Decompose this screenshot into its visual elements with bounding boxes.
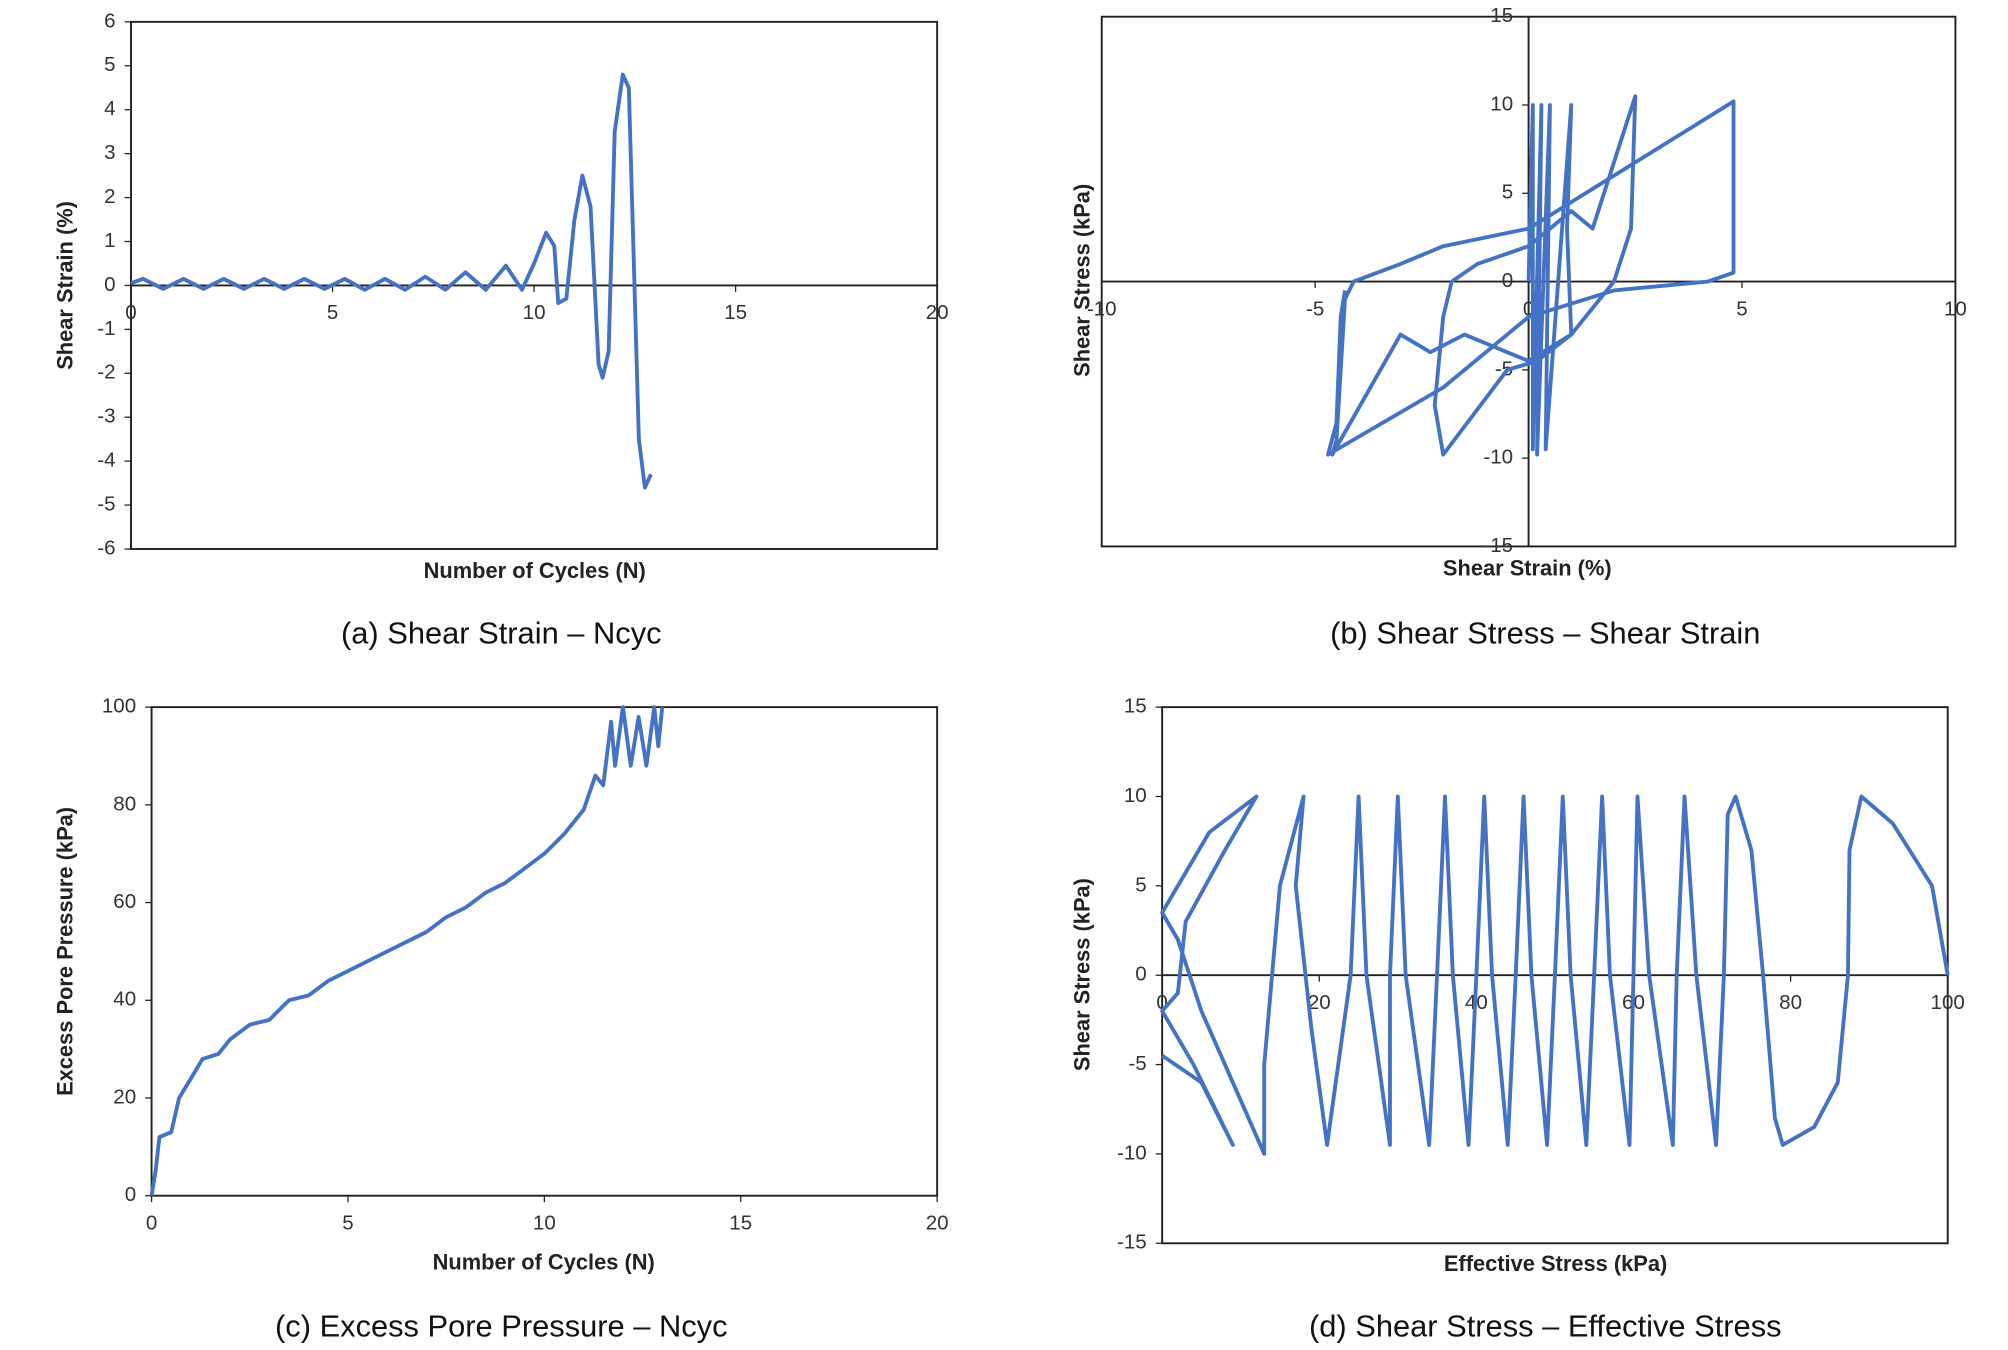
- data-line: [149, 705, 665, 1197]
- y-tick-label: -5: [1128, 1052, 1146, 1075]
- x-axis-title: Effective Stress (kPa): [1444, 1251, 1667, 1276]
- y-axis-title: Shear Stress (kPa): [1069, 878, 1094, 1071]
- y-tick-label: 0: [1135, 963, 1146, 986]
- y-tick-label: 20: [113, 1085, 136, 1108]
- y-axis-title: Shear Stress (kPa): [1069, 184, 1094, 377]
- caption: (a) Shear Strain – Ncyc: [341, 615, 662, 650]
- y-tick-label: -10: [1117, 1141, 1147, 1164]
- y-axis-title: Excess Pore Pressure (kPa): [52, 807, 77, 1096]
- x-tick-label: 5: [327, 301, 338, 324]
- y-tick-label: 0: [125, 1183, 136, 1206]
- y-tick-label: 6: [104, 9, 115, 32]
- y-tick-label: -2: [97, 361, 115, 384]
- x-tick-label: 20: [926, 1211, 949, 1234]
- y-tick-label: 40: [113, 988, 136, 1011]
- y-tick-label: -10: [1483, 446, 1513, 469]
- plot-frame: [150, 706, 939, 1197]
- y-tick-label: 4: [104, 97, 115, 120]
- x-tick-label: 100: [1931, 991, 1965, 1014]
- caption: (b) Shear Stress – Shear Strain: [1330, 615, 1760, 650]
- data-line: [1326, 94, 1736, 457]
- x-tick-label: 10: [1944, 297, 1967, 320]
- x-tick-label: -5: [1306, 297, 1324, 320]
- x-tick-label: 15: [724, 301, 747, 324]
- data-line: [130, 72, 653, 490]
- x-tick-label: 20: [926, 301, 949, 324]
- y-tick-label: -6: [97, 536, 115, 559]
- y-tick-label: 0: [1502, 269, 1513, 292]
- y-tick-label: -5: [97, 493, 115, 516]
- y-tick-label: 60: [113, 890, 136, 913]
- data-line: [1160, 794, 1950, 1156]
- caption: (c) Excess Pore Pressure – Ncyc: [275, 1308, 727, 1343]
- x-tick-label: 0: [146, 1211, 157, 1234]
- y-tick-label: 5: [1135, 873, 1146, 896]
- chart-panel: 0 5 10 15 20 -6 -5 -4 -3 -2 -1 0 1 2 3 4 5 6 Number of Cyc…: [52, 9, 948, 650]
- y-tick-label: 80: [113, 792, 136, 815]
- chart-panel: 0 5 10 15 20 0 20 40 60 80 100 Number of Cycles (N)…: [52, 695, 948, 1344]
- x-tick-label: 5: [342, 1211, 353, 1234]
- y-tick-label: 2: [104, 185, 115, 208]
- y-tick-label: -4: [97, 449, 115, 472]
- x-tick-label: 10: [523, 301, 546, 324]
- x-tick-label: 0: [1523, 297, 1534, 320]
- x-axis-title: Number of Cycles (N): [433, 1250, 655, 1275]
- x-tick-label: 20: [1308, 991, 1331, 1014]
- y-tick-label: -5: [1495, 357, 1513, 380]
- y-tick-label: 15: [1124, 695, 1147, 718]
- chart-panel: -10 -5 0 5 10 -15 -10 -5 0 5 10 15 Shear Strain (%) S…: [1069, 4, 1966, 650]
- y-tick-label: 5: [1502, 181, 1513, 204]
- x-tick-label: 15: [729, 1211, 752, 1234]
- y-tick-label: -15: [1117, 1231, 1147, 1254]
- x-tick-label: -10: [1087, 297, 1117, 320]
- x-axis-title: Shear Strain (%): [1443, 555, 1612, 580]
- y-tick-label: 0: [104, 273, 115, 296]
- caption: (d) Shear Stress – Effective Stress: [1309, 1308, 1782, 1343]
- x-tick-label: 0: [1156, 991, 1167, 1014]
- y-tick-label: 100: [102, 695, 136, 718]
- x-tick-label: 80: [1779, 991, 1802, 1014]
- y-tick-label: 10: [1490, 92, 1513, 115]
- y-tick-label: 10: [1124, 784, 1147, 807]
- y-tick-label: 5: [104, 53, 115, 76]
- x-tick-label: 0: [125, 301, 136, 324]
- y-tick-label: -1: [97, 317, 115, 340]
- x-axis-title: Number of Cycles (N): [424, 558, 646, 583]
- y-axis-title: Shear Strain (%): [52, 201, 77, 370]
- x-tick-label: 5: [1736, 297, 1747, 320]
- x-tick-label: 10: [533, 1211, 556, 1234]
- y-tick-label: 1: [104, 229, 115, 252]
- y-tick-label: -15: [1483, 534, 1513, 557]
- y-tick-label: 3: [104, 141, 115, 164]
- y-tick-label: 15: [1490, 4, 1513, 27]
- y-tick-label: -3: [97, 405, 115, 428]
